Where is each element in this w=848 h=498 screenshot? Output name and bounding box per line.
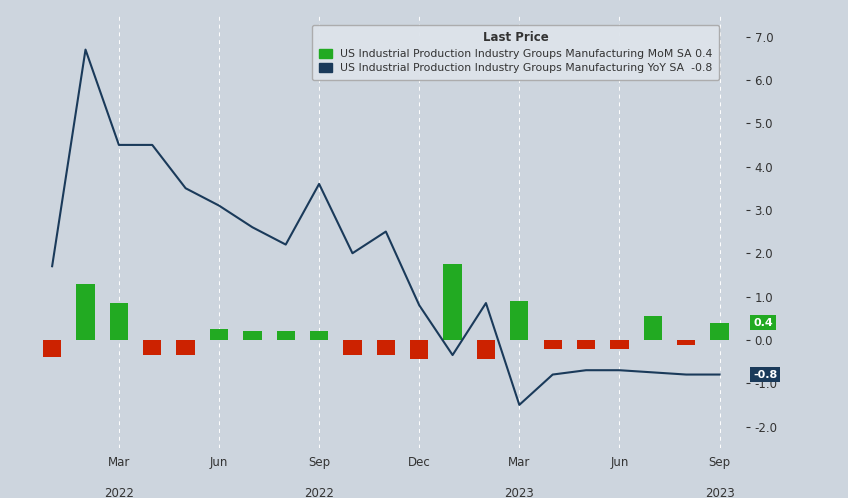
Bar (644, 316, 662, 340)
Bar (677, 340, 695, 345)
Bar (510, 301, 528, 340)
Text: 2022: 2022 (104, 487, 134, 498)
Bar (209, 329, 228, 340)
Text: -0.8: -0.8 (753, 370, 778, 379)
Bar (276, 331, 295, 340)
Bar (343, 340, 361, 355)
Bar (577, 340, 595, 349)
Bar (377, 340, 395, 355)
Bar (76, 283, 95, 340)
Bar (109, 303, 128, 340)
Bar (43, 340, 61, 357)
Bar (410, 340, 428, 360)
Bar (243, 331, 261, 340)
Bar (176, 340, 195, 355)
Text: 2023: 2023 (505, 487, 534, 498)
Bar (477, 340, 495, 360)
Bar (544, 340, 562, 349)
Text: 2022: 2022 (304, 487, 334, 498)
Bar (611, 340, 628, 349)
Bar (444, 264, 462, 340)
Legend: US Industrial Production Industry Groups Manufacturing MoM SA 0.4, US Industrial: US Industrial Production Industry Groups… (312, 25, 719, 80)
Text: 2023: 2023 (705, 487, 734, 498)
Bar (143, 340, 161, 355)
Bar (711, 323, 728, 340)
Text: 0.4: 0.4 (753, 318, 773, 328)
Bar (310, 331, 328, 340)
